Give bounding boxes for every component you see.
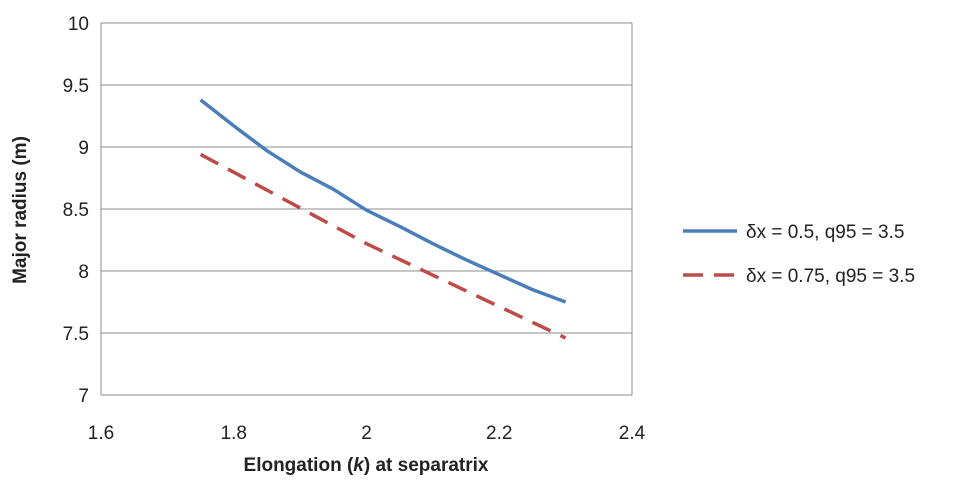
x-tick-label: 2.2 — [486, 423, 512, 444]
legend-label-series-2: δx = 0.75, q95 = 3.5 — [746, 266, 915, 287]
y-tick-label: 9.5 — [63, 76, 89, 97]
x-tick-labels: 1.6 1.8 2 2.2 2.4 — [88, 423, 646, 444]
series-line-2 — [199, 152, 567, 340]
series-line-1 — [199, 98, 567, 304]
y-tick-label: 8 — [78, 262, 89, 283]
y-tick-label: 7 — [78, 386, 89, 407]
legend-label-series-1: δx = 0.5, q95 = 3.5 — [746, 222, 904, 243]
y-tick-label: 8.5 — [63, 200, 89, 221]
y-tick-label: 10 — [68, 14, 89, 35]
gridlines — [101, 22, 632, 396]
x-axis-label-italic: k — [353, 455, 365, 476]
x-tick-label: 1.6 — [88, 423, 114, 444]
x-tick-label: 2.4 — [619, 423, 646, 444]
x-tick-label: 1.8 — [221, 423, 247, 444]
y-tick-label: 7.5 — [63, 324, 89, 345]
legend: δx = 0.5, q95 = 3.5 δx = 0.75, q95 = 3.5 — [683, 222, 915, 287]
y-tick-label: 9 — [78, 138, 89, 159]
x-axis-label-prefix: Elongation ( — [244, 455, 354, 476]
x-tick-label: 2 — [361, 423, 372, 444]
series-lines — [199, 98, 567, 340]
x-axis-label-suffix: ) at separatrix — [364, 455, 489, 476]
y-axis-label: Major radius (m) — [10, 136, 31, 284]
y-tick-labels: 7 7.5 8 8.5 9 9.5 10 — [63, 14, 89, 407]
axes — [100, 23, 633, 395]
x-axis-label: Elongation (k) at separatrix — [244, 455, 489, 476]
